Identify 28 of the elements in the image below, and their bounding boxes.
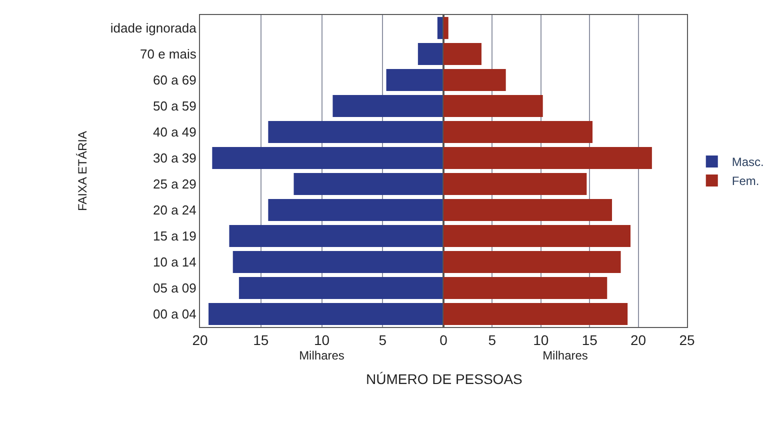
legend-label: Masc. — [732, 155, 764, 170]
x-axis-title: Milhares — [299, 348, 344, 363]
y-tick-label: 30 a 39 — [153, 150, 196, 166]
x-tick-label: 20 — [630, 332, 646, 348]
y-tick-label: 25 a 29 — [153, 176, 196, 192]
legend-label: Fem. — [732, 174, 760, 188]
y-tick-label: 20 a 24 — [153, 202, 196, 218]
x-tick-label: 5 — [488, 332, 496, 348]
text: NÚMERO DE PESSOAS — [366, 371, 522, 387]
x-tick-label: 10 — [314, 332, 330, 348]
x-tick-label: 25 — [679, 332, 695, 348]
x-tick-label: 10 — [533, 332, 549, 348]
y-tick-label: 70 e mais — [140, 46, 197, 62]
x-tick-label: 0 — [440, 332, 448, 348]
y-tick-label: 00 a 04 — [153, 306, 196, 322]
y-tick-label: 10 a 14 — [153, 254, 196, 270]
x-tick-label: 15 — [582, 332, 598, 348]
x-tick-label: 20 — [192, 332, 208, 348]
y-tick-label: idade ignorada — [110, 20, 198, 36]
y-axis-title: FAIXA ETÁRIA — [76, 130, 90, 212]
y-tick-label: 05 a 09 — [153, 280, 196, 296]
y-tick-label: 40 a 49 — [153, 124, 196, 140]
x-tick-label: 5 — [378, 332, 387, 348]
y-tick-label: 50 a 59 — [153, 98, 196, 114]
x-tick-label: 15 — [253, 332, 269, 348]
y-tick-label: 60 a 69 — [153, 72, 196, 88]
x-axis-title: Milhares — [542, 348, 588, 363]
y-tick-label: 15 a 19 — [153, 228, 196, 244]
